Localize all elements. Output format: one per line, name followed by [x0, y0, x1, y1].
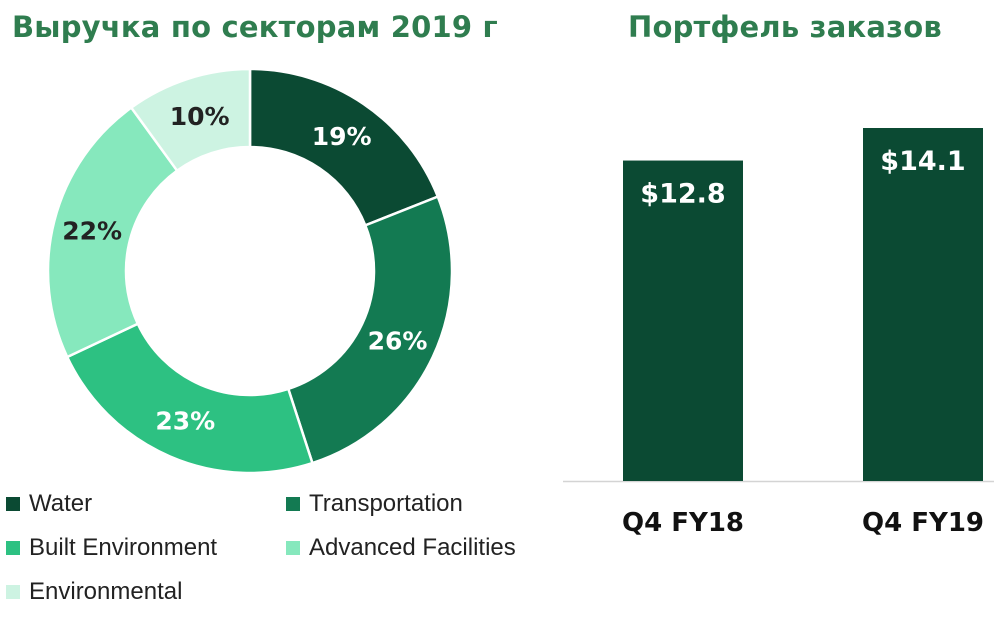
legend-label-advanced-facilities: Advanced Facilities	[309, 534, 516, 561]
legend-label-environmental: Environmental	[29, 578, 183, 605]
donut-label-advanced-facilities: 22%	[62, 216, 122, 245]
bar-q4-fy19	[863, 128, 983, 481]
legend-item-built-environment: Built Environment	[6, 534, 217, 562]
legend-swatch-transportation	[286, 497, 300, 511]
legend-swatch-built-environment	[6, 541, 20, 555]
donut-chart-title: Выручка по секторам 2019 г	[12, 10, 498, 44]
bar-category-label-q4-fy18: Q4 FY18	[622, 508, 744, 538]
donut-slice-water	[248, 67, 440, 227]
bar-category-label-q4-fy19: Q4 FY19	[862, 508, 984, 538]
legend-item-water: Water	[6, 490, 92, 518]
legend-label-built-environment: Built Environment	[29, 534, 218, 561]
legend-label-water: Water	[29, 490, 93, 517]
donut-label-environmental: 10%	[170, 102, 230, 131]
bar-q4-fy18	[623, 160, 743, 482]
legend-item-environmental: Environmental	[6, 578, 182, 606]
donut-slice-advanced-facilities	[46, 105, 179, 359]
donut-slice-built-environment	[65, 322, 314, 475]
legend-item-transportation: Transportation	[286, 490, 463, 518]
bar-value-label-q4-fy18: $12.8	[640, 179, 725, 210]
donut-label-built-environment: 23%	[155, 407, 215, 436]
donut-label-transportation: 26%	[368, 326, 428, 355]
donut-label-water: 19%	[312, 122, 372, 151]
donut-slice-environmental	[129, 67, 252, 173]
legend-item-advanced-facilities: Advanced Facilities	[286, 534, 516, 562]
legend-swatch-advanced-facilities	[286, 541, 300, 555]
bar-chart-title: Портфель заказов	[628, 10, 942, 44]
donut-slice-transportation	[286, 195, 454, 465]
legend-swatch-water	[6, 497, 20, 511]
bar-value-label-q4-fy19: $14.1	[880, 146, 965, 177]
legend-swatch-environmental	[6, 585, 20, 599]
legend-label-transportation: Transportation	[309, 490, 463, 517]
